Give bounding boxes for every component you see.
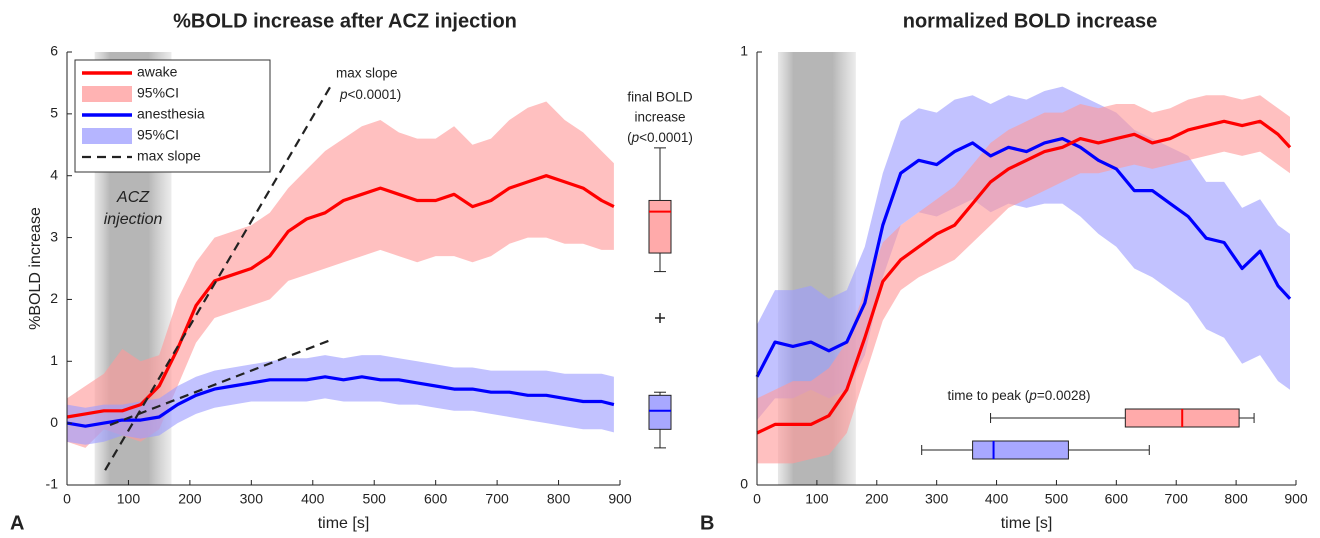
y-tick-label: -1: [46, 476, 59, 492]
x-tick-label: 600: [1105, 491, 1129, 507]
ci-band: [67, 355, 614, 445]
y-tick-label: 4: [50, 166, 58, 182]
x-axis-label: time [s]: [1001, 515, 1053, 532]
ci-band: [757, 86, 1290, 421]
x-tick-label: 100: [805, 491, 829, 507]
peak-label-part: time to peak (: [948, 388, 1030, 403]
x-tick-label: 900: [1284, 491, 1308, 507]
box-label-p-part: p: [631, 130, 640, 145]
y-tick-label: 6: [50, 43, 58, 59]
y-tick-label: 5: [50, 105, 58, 121]
y-tick-label: 3: [50, 228, 58, 244]
x-tick-label: 700: [485, 491, 509, 507]
panel-label: A: [10, 512, 24, 534]
x-tick-label: 500: [363, 491, 387, 507]
x-tick-label: 0: [753, 491, 761, 507]
ci-band: [67, 101, 614, 448]
data-line: [755, 137, 1292, 378]
x-tick-label: 800: [547, 491, 571, 507]
data-line: [756, 119, 1292, 435]
y-tick-label: 1: [50, 352, 58, 368]
x-tick-label: 200: [178, 491, 202, 507]
slope-note-p: p<0.0001): [339, 87, 401, 102]
data-line: [66, 174, 615, 419]
box-outlier: [655, 312, 665, 323]
chart-title: normalized BOLD increase: [903, 10, 1158, 32]
chart-title: %BOLD increase after ACZ injection: [173, 10, 517, 32]
x-tick-label: 500: [1045, 491, 1069, 507]
slope-note-part: <0.0001): [348, 87, 402, 102]
panel-label: B: [700, 512, 714, 534]
box-body: [648, 394, 672, 430]
slope-note: max slope: [336, 66, 398, 81]
box-label-p: (p<0.0001): [627, 130, 693, 145]
peak-label-part: =0.0028): [1037, 388, 1091, 403]
x-tick-label: 400: [985, 491, 1009, 507]
y-axis-label: %BOLD increase: [27, 207, 44, 330]
legend-swatch: [82, 128, 132, 144]
data-line: [66, 375, 615, 428]
peak-label-part: p: [1028, 388, 1037, 403]
legend-label: anesthesia: [137, 106, 205, 122]
x-axis-label: time [s]: [318, 515, 370, 532]
x-tick-label: 800: [1224, 491, 1248, 507]
legend-label: max slope: [137, 148, 201, 164]
legend-swatch: [82, 86, 132, 102]
peak-label: time to peak (p=0.0028): [948, 388, 1091, 403]
x-tick-label: 600: [424, 491, 448, 507]
y-tick-label: 0: [740, 476, 748, 492]
x-tick-label: 300: [925, 491, 949, 507]
box-label: final BOLD: [627, 90, 693, 105]
x-tick-label: 300: [240, 491, 264, 507]
box-body: [648, 199, 672, 254]
box-label-p-part: <0.0001): [639, 130, 693, 145]
ci-band: [757, 95, 1290, 464]
y-tick-label: 1: [740, 43, 748, 59]
slope-note-part: p: [339, 87, 348, 102]
box-label: increase: [634, 110, 685, 125]
x-tick-label: 0: [63, 491, 71, 507]
slope-line: [109, 339, 331, 427]
x-tick-label: 400: [301, 491, 325, 507]
legend-label: 95%CI: [137, 127, 179, 143]
box-body: [972, 440, 1069, 460]
x-tick-label: 900: [608, 491, 632, 507]
box-label-p-part: (: [627, 130, 632, 145]
x-tick-label: 700: [1165, 491, 1189, 507]
legend-label: awake: [137, 64, 178, 80]
y-tick-label: 2: [50, 290, 58, 306]
shade-label: injection: [104, 211, 163, 228]
x-tick-label: 100: [117, 491, 141, 507]
x-tick-label: 200: [865, 491, 889, 507]
legend-label: 95%CI: [137, 85, 179, 101]
shade-label: ACZ: [116, 189, 150, 206]
y-tick-label: 0: [50, 414, 58, 430]
